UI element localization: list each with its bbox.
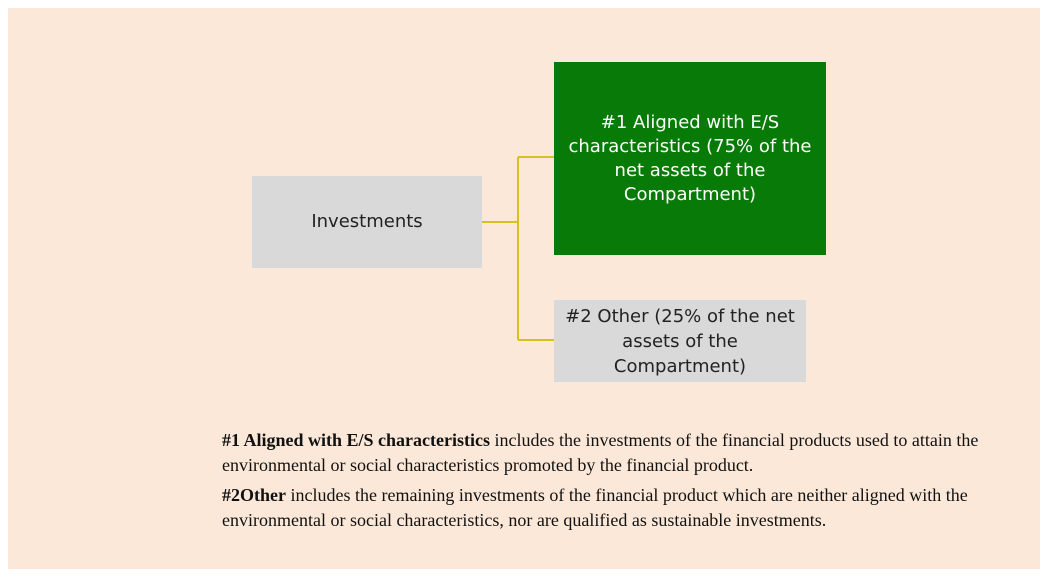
- node-investments: Investments: [252, 176, 482, 268]
- note: #1 Aligned with E/S characteristics incl…: [222, 428, 1032, 478]
- note-term: #2Other: [222, 485, 286, 505]
- note: #2Other includes the remaining investmen…: [222, 483, 1032, 533]
- note-term: #1 Aligned with E/S characteristics: [222, 430, 490, 450]
- note-text: includes the remaining investments of th…: [222, 485, 968, 530]
- note-text: includes the investments of the financia…: [222, 430, 979, 475]
- notes: #1 Aligned with E/S characteristics incl…: [222, 428, 1032, 533]
- node-label: #2 Other (25% of the net assets of the C…: [565, 305, 795, 377]
- connector-lines: [482, 156, 554, 341]
- connectors: [482, 156, 554, 341]
- node-other: #2 Other (25% of the net assets of the C…: [554, 300, 806, 382]
- node-aligned: #1 Aligned with E/S characteristics (75%…: [554, 62, 826, 255]
- node-label: Investments: [311, 211, 423, 232]
- diagram-panel: Investments #1 Aligned with E/S characte…: [8, 8, 1040, 569]
- node-label: #1 Aligned with E/S characteristics (75%…: [568, 111, 812, 205]
